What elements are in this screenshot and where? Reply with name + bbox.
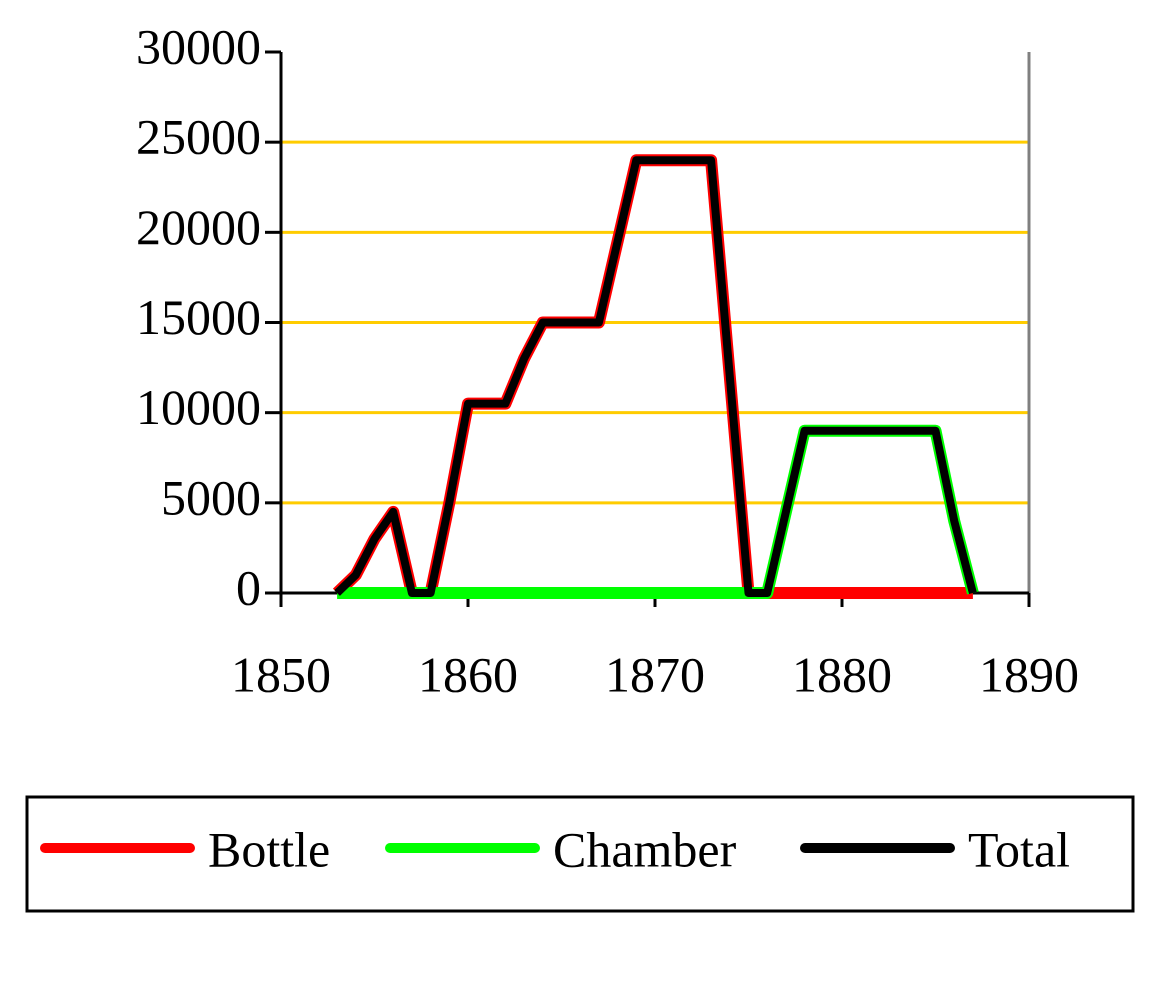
y-tick-label: 5000	[161, 469, 261, 525]
series-line	[334, 156, 977, 597]
legend-label: Total	[968, 821, 1070, 877]
y-tick-label: 20000	[136, 199, 261, 255]
y-tick-label: 15000	[136, 289, 261, 345]
x-tick-label: 1860	[418, 646, 518, 702]
y-tick-label: 25000	[136, 109, 261, 165]
legend-box	[25, 795, 1135, 913]
x-tick-label: 1890	[979, 646, 1079, 702]
y-tick-label: 0	[236, 559, 261, 615]
x-tick-label: 1880	[792, 646, 892, 702]
series-line	[332, 154, 973, 599]
y-tick-label: 10000	[136, 379, 261, 435]
x-tick-label: 1870	[605, 646, 705, 702]
x-tick-label: 1850	[231, 646, 331, 702]
legend-label: Chamber	[553, 821, 737, 877]
y-tick-label: 30000	[136, 18, 261, 74]
legend-label: Bottle	[208, 821, 330, 877]
